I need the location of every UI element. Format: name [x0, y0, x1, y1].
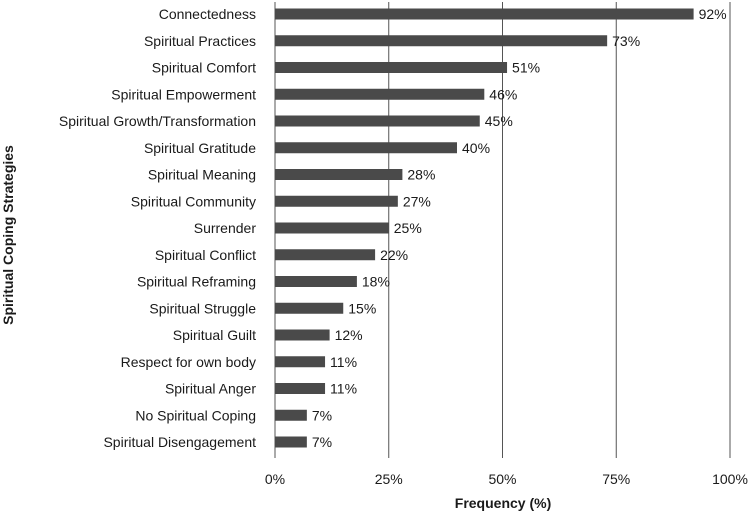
value-label: 92% — [699, 6, 727, 22]
bar — [275, 62, 508, 73]
category-label: Spiritual Struggle — [149, 300, 256, 316]
x-tick-label: 50% — [488, 471, 516, 487]
category-label: Connectedness — [159, 6, 256, 22]
bar — [275, 169, 403, 180]
y-axis-title: Spiritual Coping Strategies — [0, 145, 16, 325]
value-label: 46% — [489, 86, 517, 102]
bar — [275, 383, 326, 394]
bars — [275, 8, 694, 448]
value-label: 7% — [312, 407, 332, 423]
bar — [275, 35, 608, 47]
value-label: 22% — [380, 247, 408, 263]
bar — [275, 8, 694, 20]
value-label: 27% — [403, 193, 431, 209]
category-label: Respect for own body — [121, 354, 256, 370]
category-label: Spiritual Gratitude — [144, 140, 256, 156]
value-label: 11% — [330, 354, 357, 370]
category-label: Spiritual Practices — [144, 33, 256, 49]
x-tick-label: 75% — [602, 471, 630, 487]
category-label: Spiritual Community — [131, 193, 256, 209]
category-label: Spiritual Meaning — [148, 167, 256, 183]
x-axis-title: Frequency (%) — [455, 495, 551, 511]
bar — [275, 302, 344, 314]
category-label: Spiritual Guilt — [173, 327, 256, 343]
bar — [275, 276, 357, 287]
bar — [275, 249, 376, 261]
bar — [275, 115, 480, 127]
bar — [275, 195, 398, 207]
value-label: 7% — [312, 434, 332, 450]
bar — [275, 356, 326, 368]
category-label: Spiritual Anger — [165, 381, 256, 397]
value-label: 18% — [362, 274, 390, 290]
x-tick-label: 25% — [375, 471, 403, 487]
category-label: Spiritual Growth/Transformation — [59, 113, 256, 129]
value-label: 28% — [407, 167, 435, 183]
category-label: Spiritual Disengagement — [103, 434, 256, 450]
category-label: Surrender — [194, 220, 257, 236]
category-label: Spiritual Comfort — [152, 60, 256, 76]
x-tick-label: 100% — [712, 471, 748, 487]
category-label: Spiritual Reframing — [137, 274, 256, 290]
x-tick-labels: 0% 25% 50% 75% 100% — [265, 471, 748, 487]
bar — [275, 88, 485, 100]
x-tick-label: 0% — [265, 471, 285, 487]
value-label: 51% — [512, 60, 540, 76]
value-label: 25% — [394, 220, 422, 236]
value-labels: 92% 73% 51% 46% 45% 40% 28% 27% 25% 22% 18% 15% 12% 1… — [312, 6, 727, 450]
value-label: 45% — [485, 113, 513, 129]
value-label: 40% — [462, 140, 490, 156]
bar — [275, 142, 457, 154]
category-label: No Spiritual Coping — [135, 407, 256, 423]
bar — [275, 222, 389, 234]
value-label: 12% — [335, 327, 363, 343]
value-label: 73% — [612, 33, 640, 49]
bar — [275, 409, 307, 421]
category-label: Spiritual Conflict — [155, 247, 256, 263]
value-label: 11% — [330, 381, 357, 397]
value-label: 15% — [348, 300, 376, 316]
gridlines — [274, 2, 731, 458]
category-labels: Connectedness Spiritual Practices Spiritua… — [59, 6, 256, 450]
category-label: Spiritual Empowerment — [111, 86, 256, 102]
bar — [275, 329, 330, 341]
bar — [275, 436, 307, 448]
